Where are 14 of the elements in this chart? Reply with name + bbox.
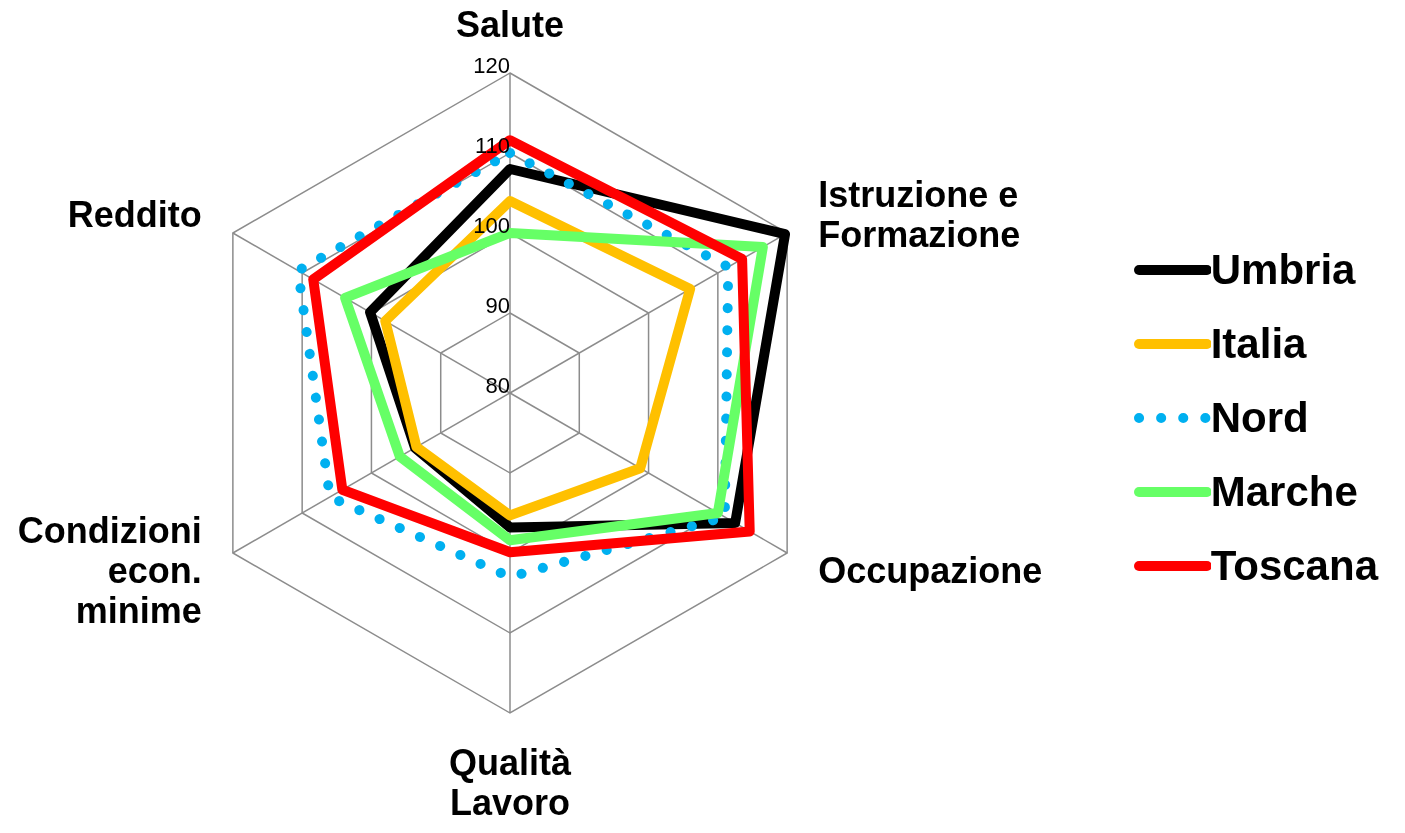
legend-label: Nord bbox=[1210, 394, 1309, 442]
y-tick-label: 120 bbox=[473, 53, 510, 78]
legend-label: Toscana bbox=[1210, 542, 1378, 590]
spoke-label: Condizioni econ. minime bbox=[17, 510, 202, 631]
spoke-label: Salute bbox=[455, 4, 565, 45]
legend-label: Marche bbox=[1210, 468, 1358, 516]
spoke-label: Istruzione e Formazione bbox=[818, 174, 1021, 255]
spoke-label: Reddito bbox=[67, 194, 202, 235]
spoke-label: Qualità Lavoro bbox=[448, 742, 572, 823]
legend-label: Umbria bbox=[1210, 246, 1356, 294]
spoke-label: Occupazione bbox=[818, 550, 1043, 591]
legend-label: Italia bbox=[1210, 320, 1307, 368]
y-tick-label: 80 bbox=[485, 373, 510, 398]
y-tick-label: 90 bbox=[485, 293, 510, 318]
